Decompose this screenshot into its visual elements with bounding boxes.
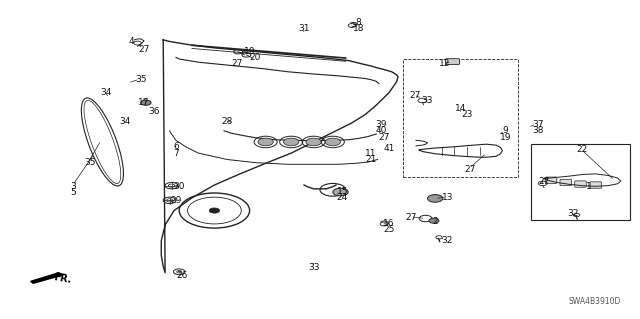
Text: 22: 22 xyxy=(577,145,588,154)
Text: 11: 11 xyxy=(365,149,377,158)
FancyBboxPatch shape xyxy=(575,181,586,187)
Circle shape xyxy=(284,138,299,146)
Text: 6: 6 xyxy=(173,142,179,151)
Circle shape xyxy=(429,218,439,223)
Text: 3: 3 xyxy=(71,182,76,191)
Bar xyxy=(403,59,518,177)
Text: 35: 35 xyxy=(84,158,95,167)
Text: 40: 40 xyxy=(375,126,387,135)
Text: 15: 15 xyxy=(337,187,348,196)
Text: 24: 24 xyxy=(337,193,348,202)
FancyBboxPatch shape xyxy=(590,182,602,188)
Text: 1: 1 xyxy=(586,182,591,191)
Text: 31: 31 xyxy=(298,24,310,33)
Text: 21: 21 xyxy=(365,155,377,164)
Circle shape xyxy=(258,138,273,146)
Text: 34: 34 xyxy=(100,88,111,97)
Text: 27: 27 xyxy=(409,91,420,100)
Text: 13: 13 xyxy=(442,193,454,202)
Circle shape xyxy=(325,138,340,146)
Text: 27: 27 xyxy=(378,133,390,142)
Text: SWA4B3910D: SWA4B3910D xyxy=(568,297,621,306)
Text: 41: 41 xyxy=(383,144,395,153)
Text: 34: 34 xyxy=(119,117,131,126)
Text: 27: 27 xyxy=(406,213,417,222)
Bar xyxy=(531,144,630,220)
Text: 14: 14 xyxy=(455,104,467,113)
Text: 19: 19 xyxy=(500,133,511,142)
Text: 37: 37 xyxy=(532,120,543,129)
Text: 27: 27 xyxy=(231,59,243,68)
Text: 39: 39 xyxy=(375,120,387,129)
Text: 20: 20 xyxy=(249,53,260,62)
Text: 29: 29 xyxy=(170,197,182,205)
Text: 33: 33 xyxy=(308,263,319,272)
Text: 10: 10 xyxy=(244,47,255,56)
FancyBboxPatch shape xyxy=(560,179,572,186)
Text: 5: 5 xyxy=(71,189,76,197)
Circle shape xyxy=(141,100,151,105)
Text: 18: 18 xyxy=(353,24,364,33)
FancyBboxPatch shape xyxy=(445,59,460,64)
Text: 36: 36 xyxy=(148,107,159,116)
Text: 26: 26 xyxy=(177,271,188,280)
Text: 38: 38 xyxy=(532,126,543,135)
Polygon shape xyxy=(31,273,63,283)
Text: 9: 9 xyxy=(503,126,508,135)
Text: 27: 27 xyxy=(465,165,476,174)
Text: 28: 28 xyxy=(221,117,233,126)
Text: 32: 32 xyxy=(441,236,452,245)
Text: FR.: FR. xyxy=(52,272,72,285)
Text: 35: 35 xyxy=(135,75,147,84)
Text: 17: 17 xyxy=(138,98,150,107)
Text: 2: 2 xyxy=(433,217,438,226)
Text: 27: 27 xyxy=(538,177,550,186)
Circle shape xyxy=(333,188,348,196)
Text: 7: 7 xyxy=(173,149,179,158)
Text: 4: 4 xyxy=(129,37,134,46)
Circle shape xyxy=(209,208,220,213)
FancyBboxPatch shape xyxy=(545,177,557,183)
Circle shape xyxy=(428,195,443,202)
Circle shape xyxy=(306,138,321,146)
Text: 32: 32 xyxy=(567,209,579,218)
Text: 23: 23 xyxy=(461,110,473,119)
Text: 30: 30 xyxy=(173,182,185,191)
Text: 16: 16 xyxy=(383,219,395,228)
Text: 8: 8 xyxy=(356,18,361,27)
Text: 12: 12 xyxy=(439,59,451,68)
Text: 25: 25 xyxy=(383,225,395,234)
Text: 27: 27 xyxy=(138,45,150,54)
Text: 33: 33 xyxy=(422,96,433,105)
